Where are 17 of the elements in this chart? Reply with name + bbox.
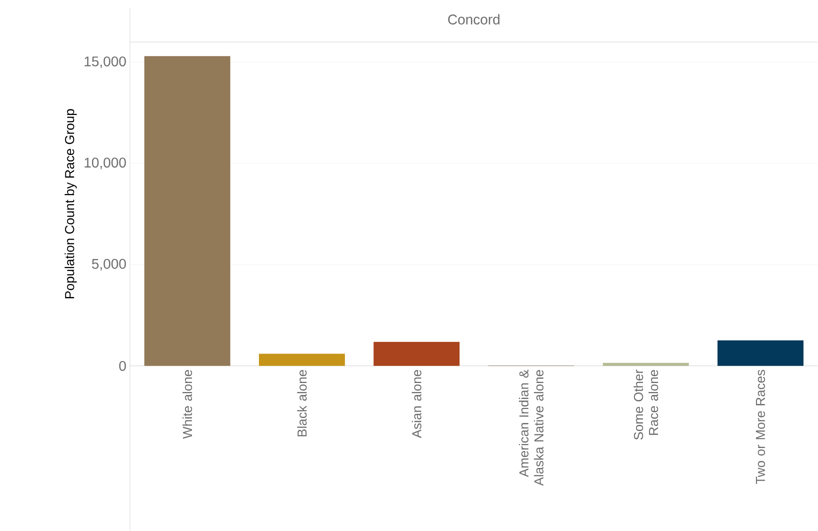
x-tick-label: Black alone [297, 370, 307, 436]
bar [374, 342, 460, 366]
x-tick-label: American Indian & Alaska Native alone [518, 370, 544, 486]
y-tick-label: 10,000 [84, 158, 126, 170]
chart-title: Concord [448, 14, 500, 24]
bar [144, 56, 230, 366]
y-axis-title: Population Count by Race Group [64, 109, 77, 298]
y-tick-label: 5,000 [92, 258, 126, 270]
y-tick-label: 15,000 [84, 56, 126, 68]
bar [602, 362, 689, 366]
x-tick-label: Asian alone [412, 370, 422, 438]
bar [258, 354, 345, 366]
x-tick-label: White alone [182, 370, 192, 439]
y-tick-label: 0 [119, 360, 126, 371]
x-tick-label: Two or More Races [756, 370, 766, 484]
bar [718, 340, 804, 366]
x-tick-label: Some Other Race alone [634, 370, 658, 440]
